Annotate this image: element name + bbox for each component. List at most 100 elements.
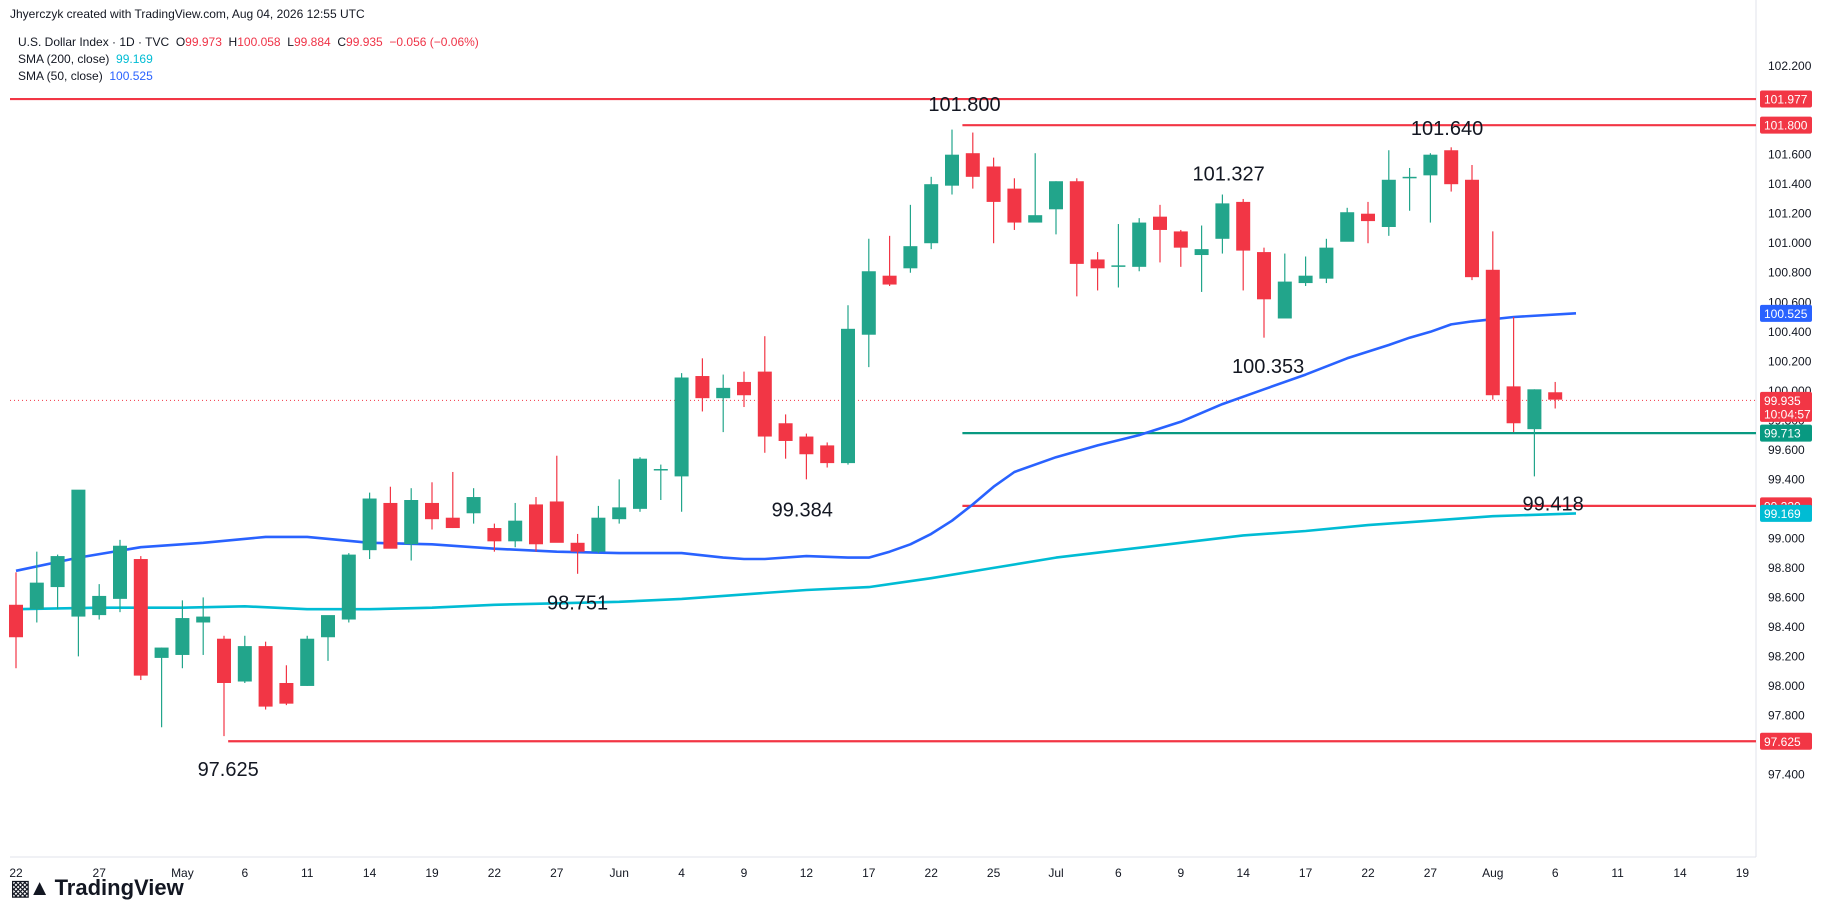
- ohlc-row[interactable]: U.S. Dollar Index · 1D · TVC O99.973 H10…: [18, 34, 479, 51]
- axis-price-tag-label: 101.977: [1764, 93, 1808, 107]
- candle-body: [882, 275, 897, 285]
- low-value: 99.884: [293, 35, 331, 49]
- candle: [237, 635, 252, 683]
- candle-body: [9, 604, 23, 638]
- time-tick-label: 19: [425, 866, 439, 880]
- time-tick-label: 22: [488, 866, 502, 880]
- candle-body: [1111, 265, 1126, 267]
- candle-body: [924, 184, 939, 244]
- time-tick-label: 17: [1299, 866, 1313, 880]
- candle-body: [861, 271, 876, 335]
- candle: [1402, 167, 1417, 211]
- candle-body: [820, 445, 835, 464]
- high-value: 100.058: [237, 35, 281, 49]
- candle-body: [591, 517, 606, 552]
- candle: [1236, 198, 1251, 291]
- time-tick-label: 6: [1552, 866, 1559, 880]
- sma200-line: [15, 512, 1577, 611]
- candle-body: [154, 647, 169, 658]
- candle-body: [1194, 249, 1209, 256]
- candle-body: [404, 500, 419, 545]
- sma200-value: 99.169: [116, 52, 153, 66]
- axis-price-tag: 99.713: [1760, 424, 1812, 442]
- candle: [633, 457, 647, 512]
- time-tick-label: May: [171, 866, 194, 880]
- symbol-name[interactable]: U.S. Dollar Index · 1D · TVC: [18, 35, 170, 49]
- candle: [1153, 204, 1167, 263]
- axis-price-tag-label: 99.935: [1764, 394, 1801, 408]
- candle-body: [196, 616, 211, 623]
- candle-body: [1485, 269, 1500, 396]
- candle: [1049, 181, 1063, 235]
- axis-price-tag: 100.525: [1760, 304, 1812, 322]
- candle: [258, 641, 273, 710]
- price-tick-label: 102.200: [1768, 59, 1812, 73]
- axis-price-tag-label: 101.800: [1764, 119, 1808, 133]
- candle-body: [279, 682, 294, 704]
- price-annotation: 99.384: [772, 499, 833, 521]
- candle: [29, 551, 44, 623]
- open-value: 99.973: [185, 35, 222, 49]
- candle-body: [1257, 252, 1271, 300]
- price-tick-label: 101.400: [1768, 177, 1812, 191]
- time-tick-label: Jul: [1048, 866, 1063, 880]
- candle: [321, 615, 335, 661]
- sma200-legend-row[interactable]: SMA (200, close) 99.169: [18, 51, 479, 68]
- candle: [924, 176, 939, 250]
- candle: [674, 373, 689, 512]
- chart-credit: Jhyerczyk created with TradingView.com, …: [10, 7, 365, 21]
- price-tick-label: 98.800: [1768, 561, 1805, 575]
- price-tick-label: 101.600: [1768, 148, 1812, 162]
- candle: [529, 497, 543, 552]
- time-tick-label: Jun: [610, 866, 629, 880]
- candle: [487, 523, 502, 552]
- candle: [1319, 238, 1334, 284]
- candle: [653, 464, 668, 500]
- low-label: L: [287, 35, 294, 49]
- sma50-label: SMA (50, close): [18, 69, 103, 83]
- price-tick-label: 100.200: [1768, 354, 1812, 368]
- price-annotation: 97.625: [198, 759, 259, 781]
- price-tick-label: 100.400: [1768, 325, 1812, 339]
- close-label: C: [337, 35, 347, 49]
- candle: [1007, 178, 1022, 230]
- candle-body: [1069, 181, 1084, 264]
- price-tick-label: 99.000: [1768, 531, 1805, 545]
- candle: [508, 502, 523, 548]
- price-tick-label: 97.800: [1768, 708, 1805, 722]
- open-label: O: [175, 35, 186, 49]
- candle: [404, 488, 419, 561]
- time-tick-label: 19: [1736, 866, 1750, 880]
- candle: [1465, 165, 1479, 281]
- change-value: −0.056 (−0.06%): [389, 35, 479, 49]
- candle: [1132, 218, 1147, 272]
- candle-body: [1028, 215, 1043, 223]
- candle-body: [549, 501, 564, 543]
- candle-body: [1298, 275, 1313, 284]
- candle-body: [50, 556, 65, 588]
- axis-price-tag-label: 99.713: [1764, 427, 1801, 441]
- sma200-label: SMA (200, close): [18, 52, 110, 66]
- candle-body: [1277, 281, 1292, 319]
- price-tick-label: 97.400: [1768, 767, 1805, 781]
- time-tick-label: 27: [1424, 866, 1438, 880]
- sma50-legend-row[interactable]: SMA (50, close) 100.525: [18, 68, 479, 85]
- chart-legend: U.S. Dollar Index · 1D · TVC O99.973 H10…: [18, 34, 479, 85]
- candle: [716, 374, 731, 433]
- price-tick-label: 98.400: [1768, 620, 1805, 634]
- candle: [50, 554, 65, 610]
- candle: [1090, 252, 1105, 291]
- candle-body: [1319, 247, 1334, 279]
- brand-footer[interactable]: ▩▲ TradingView: [10, 875, 184, 901]
- candle: [279, 665, 294, 706]
- candle: [1423, 153, 1438, 223]
- candle-body: [425, 502, 439, 520]
- candle-body: [1007, 188, 1022, 223]
- candle-body: [1423, 154, 1438, 176]
- candle-body: [1049, 181, 1063, 210]
- time-tick-label: Aug: [1482, 866, 1503, 880]
- candle-body: [570, 542, 585, 552]
- price-annotation: 101.800: [928, 94, 1000, 116]
- candle-body: [1527, 389, 1542, 430]
